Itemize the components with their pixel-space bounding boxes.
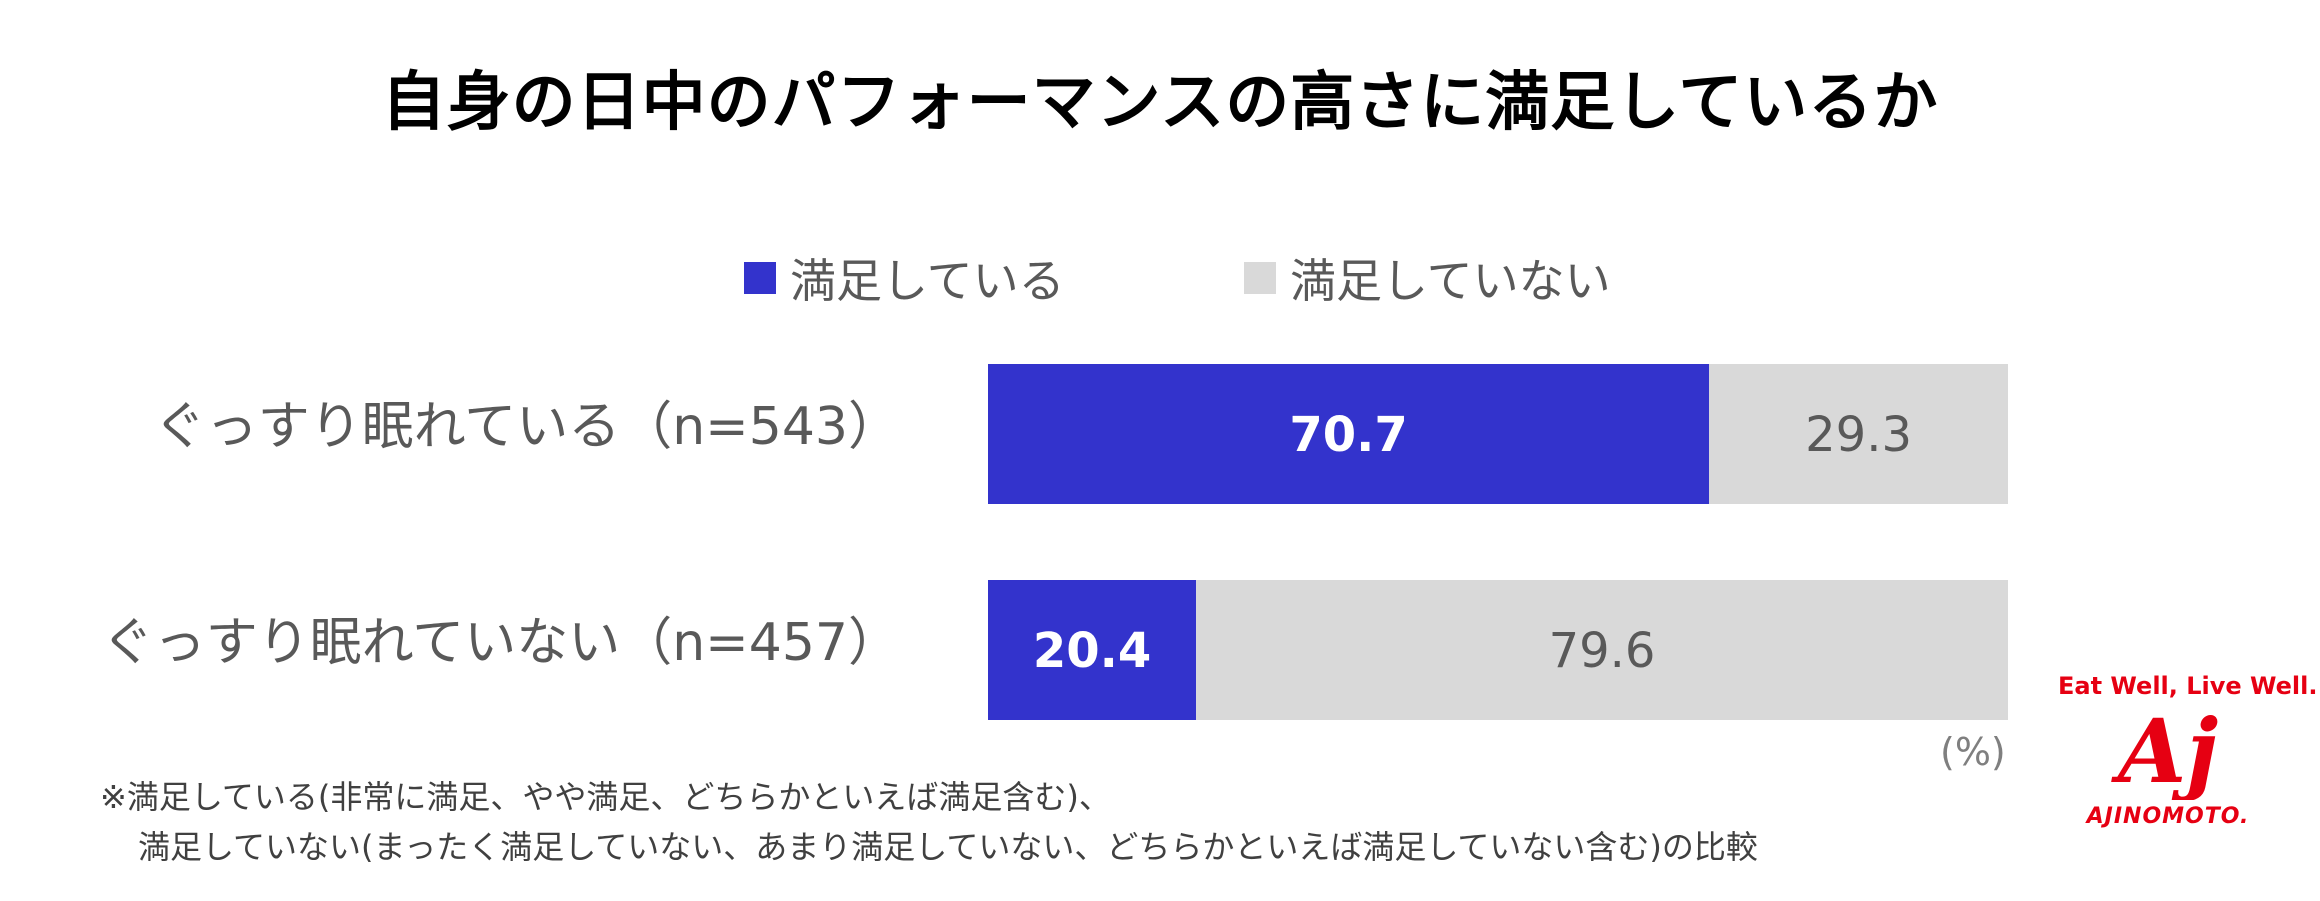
- bar-satisfied-row-2: [988, 580, 1197, 720]
- legend-label-not-satisfied: 満足していない: [1290, 254, 1611, 308]
- chart-title: 自身の日中のパフォーマンスの高さに満足しているか: [381, 66, 1939, 140]
- category-label-sleep-poorly: ぐっすり眠れていない（n=457）: [101, 613, 900, 673]
- data-label-not-satisfied-row-1: 29.3: [1805, 407, 1912, 463]
- legend-swatch-not-satisfied: [1244, 262, 1276, 294]
- legend-item-not-satisfied: 満足していない: [1244, 248, 1611, 308]
- aj-logo-mark-text: Aj: [2111, 700, 2218, 800]
- bar-not-satisfied-row-2: [1196, 580, 2008, 720]
- unit-label: (%): [1940, 730, 2006, 774]
- aj-logo-mark: Aj: [2111, 699, 2218, 803]
- ajinomoto-logo: Eat Well, Live Well. Aj AJINOMOTO.: [2058, 672, 2318, 829]
- bar-satisfied-row-1: [988, 364, 1710, 504]
- category-label-sleep-well: ぐっすり眠れている（n=543）: [153, 397, 900, 457]
- legend-item-satisfied: 満足している: [744, 248, 1065, 308]
- legend-label-satisfied: 満足している: [790, 254, 1065, 308]
- legend-swatch-satisfied: [744, 262, 776, 294]
- footnote-line-2: 満足していない(まったく満足していない、あまり満足していない、どちらかといえば満…: [138, 828, 1758, 866]
- footnote-line-1: ※満足している(非常に満足、やや満足、どちらかといえば満足含む)、: [100, 778, 1111, 816]
- data-label-satisfied-row-2: 20.4: [1033, 623, 1151, 679]
- logo-brand: AJINOMOTO.: [2086, 804, 2250, 829]
- footnote: ※満足している(非常に満足、やや満足、どちらかといえば満足含む)、 満足していな…: [100, 772, 1758, 872]
- bar-not-satisfied-row-1: [1709, 364, 2008, 504]
- logo-tagline: Eat Well, Live Well.: [2058, 672, 2318, 700]
- data-label-not-satisfied-row-2: 79.6: [1549, 623, 1656, 679]
- data-label-satisfied-row-1: 70.7: [1289, 407, 1407, 463]
